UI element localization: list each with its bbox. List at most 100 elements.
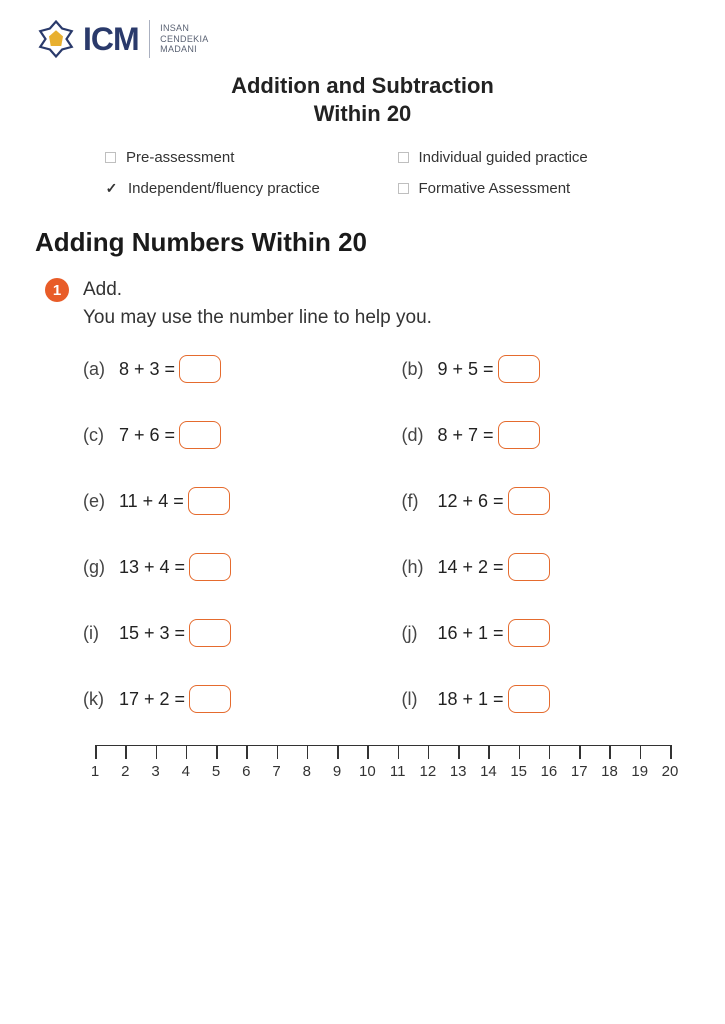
problem-label: (a) [83,359,119,380]
question-header: 1 Add. You may use the number line to he… [45,276,690,331]
answer-input[interactable] [189,685,231,713]
number-line-tick [549,745,551,759]
number-line-tick [428,745,430,759]
number-line-label: 1 [91,763,99,780]
number-line-tick [367,745,369,759]
number-line-tick [398,745,400,759]
problem-label: (e) [83,491,119,512]
option-pre-assessment[interactable]: Pre-assessment [105,149,398,166]
number-line-label: 5 [212,763,220,780]
answer-input[interactable] [508,553,550,581]
number-line-label: 16 [541,763,558,780]
problem-item: (a)8 + 3 = [83,355,372,383]
number-line-tick [458,745,460,759]
logo-sub-3: MADANI [160,44,208,54]
problem-item: (h)14 + 2 = [402,553,691,581]
problem-item: (i)15 + 3 = [83,619,372,647]
number-line-label: 7 [272,763,280,780]
checkbox-empty-icon [105,152,116,163]
option-label: Independent/fluency practice [128,180,320,197]
assessment-options: Pre-assessment Individual guided practic… [105,149,690,197]
problem-item: (b)9 + 5 = [402,355,691,383]
number-line-label: 18 [601,763,618,780]
answer-input[interactable] [189,553,231,581]
problem-expression: 17 + 2 = [119,689,185,710]
logo-acronym: ICM [83,21,139,58]
number-line-tick [156,745,158,759]
question-line-2: You may use the number line to help you. [83,304,432,332]
problem-expression: 8 + 7 = [438,425,494,446]
problem-label: (c) [83,425,119,446]
answer-input[interactable] [179,355,221,383]
problem-item: (f)12 + 6 = [402,487,691,515]
problem-item: (j)16 + 1 = [402,619,691,647]
number-line-label: 4 [182,763,190,780]
option-formative[interactable]: Formative Assessment [398,180,691,197]
number-line-tick [519,745,521,759]
checkbox-empty-icon [398,152,409,163]
number-line-tick [125,745,127,759]
number-line-tick [246,745,248,759]
answer-input[interactable] [498,355,540,383]
problem-label: (j) [402,623,438,644]
option-label: Individual guided practice [419,149,588,166]
problems-grid: (a)8 + 3 = (b)9 + 5 = (c)7 + 6 = (d)8 + … [83,355,690,713]
answer-input[interactable] [508,487,550,515]
question-instructions: Add. You may use the number line to help… [83,276,432,331]
number-line-tick [670,745,672,759]
number-line-tick [277,745,279,759]
number-line-tick [488,745,490,759]
answer-input[interactable] [508,685,550,713]
problem-item: (e)11 + 4 = [83,487,372,515]
problem-item: (g)13 + 4 = [83,553,372,581]
section-heading: Adding Numbers Within 20 [35,227,690,258]
problem-expression: 18 + 1 = [438,689,504,710]
number-line-label: 14 [480,763,497,780]
answer-input[interactable] [179,421,221,449]
problem-item: (k)17 + 2 = [83,685,372,713]
answer-input[interactable] [498,421,540,449]
problem-label: (f) [402,491,438,512]
logo-divider [149,20,151,58]
problem-expression: 14 + 2 = [438,557,504,578]
number-line-label: 19 [631,763,648,780]
logo-sub-1: INSAN [160,23,208,33]
number-line-label: 11 [390,763,406,780]
number-line-label: 10 [359,763,376,780]
number-line-label: 3 [151,763,159,780]
number-line-label: 13 [450,763,467,780]
problem-item: (d)8 + 7 = [402,421,691,449]
number-line-label: 15 [510,763,527,780]
option-individual-guided[interactable]: Individual guided practice [398,149,691,166]
answer-input[interactable] [188,487,230,515]
problem-expression: 9 + 5 = [438,359,494,380]
problem-label: (g) [83,557,119,578]
number-line-tick [95,745,97,759]
checkbox-empty-icon [398,183,409,194]
number-line-label: 8 [303,763,311,780]
problem-expression: 16 + 1 = [438,623,504,644]
logo-emblem-icon [35,18,77,60]
header-logo: ICM INSAN CENDEKIA MADANI [35,18,690,60]
number-line-tick [640,745,642,759]
number-line-tick [307,745,309,759]
problem-item: (c)7 + 6 = [83,421,372,449]
number-line-tick [216,745,218,759]
option-independent-fluency[interactable]: ✓ Independent/fluency practice [105,180,398,197]
page-title: Addition and Subtraction Within 20 [35,72,690,127]
title-line-2: Within 20 [35,100,690,128]
number-line-tick [579,745,581,759]
number-line-tick [186,745,188,759]
number-line-tick [337,745,339,759]
number-line-label: 20 [662,763,679,780]
number-line-tick [609,745,611,759]
number-line-labels: 1234567891011121314151617181920 [95,763,670,785]
answer-input[interactable] [189,619,231,647]
number-line-label: 2 [121,763,129,780]
number-line-label: 6 [242,763,250,780]
problem-expression: 13 + 4 = [119,557,185,578]
answer-input[interactable] [508,619,550,647]
problem-expression: 15 + 3 = [119,623,185,644]
problem-expression: 7 + 6 = [119,425,175,446]
problem-expression: 12 + 6 = [438,491,504,512]
